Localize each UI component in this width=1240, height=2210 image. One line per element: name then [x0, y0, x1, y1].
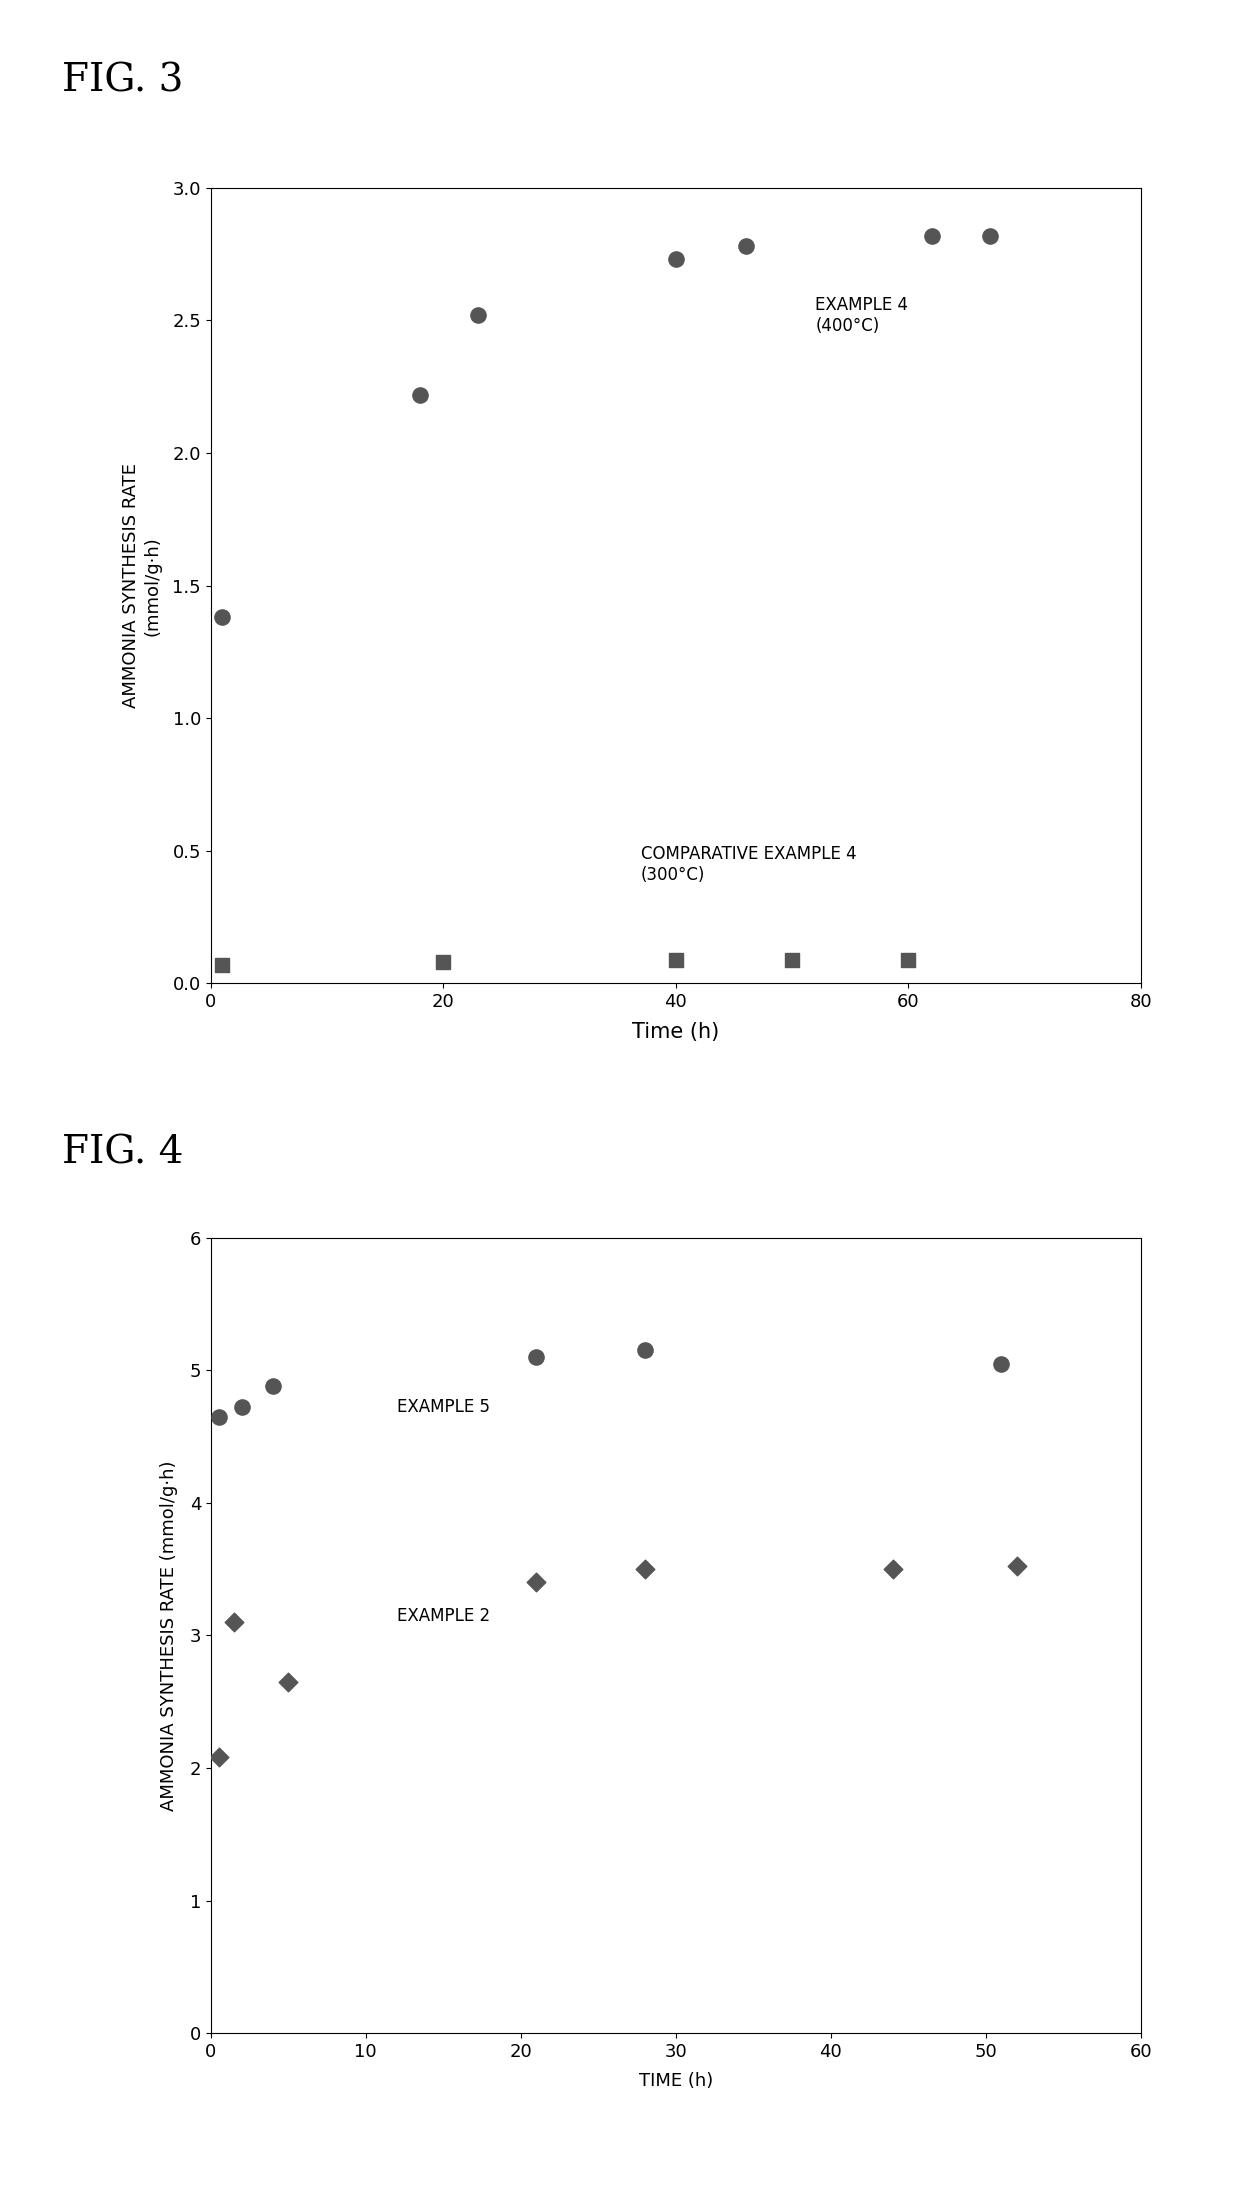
Point — [666, 941, 686, 977]
Point — [208, 1399, 228, 1434]
Point — [434, 944, 454, 979]
Point — [735, 228, 755, 263]
Text: EXAMPLE 2: EXAMPLE 2 — [397, 1607, 490, 1624]
Point — [921, 219, 941, 254]
Point — [224, 1604, 244, 1640]
Text: EXAMPLE 5: EXAMPLE 5 — [397, 1399, 490, 1417]
Text: FIG. 4: FIG. 4 — [62, 1134, 184, 1171]
Point — [208, 1739, 228, 1775]
Point — [635, 1551, 655, 1587]
Point — [635, 1333, 655, 1368]
Point — [526, 1565, 546, 1600]
Point — [212, 599, 232, 634]
Text: COMPARATIVE EXAMPLE 4
(300°C): COMPARATIVE EXAMPLE 4 (300°C) — [641, 844, 857, 884]
Point — [666, 241, 686, 276]
Point — [526, 1339, 546, 1375]
Point — [410, 378, 430, 413]
Y-axis label: AMMONIA SYNTHESIS RATE
(mmol/g·h): AMMONIA SYNTHESIS RATE (mmol/g·h) — [123, 464, 161, 707]
Y-axis label: AMMONIA SYNTHESIS RATE (mmol/g·h): AMMONIA SYNTHESIS RATE (mmol/g·h) — [160, 1461, 179, 1810]
Point — [1007, 1549, 1027, 1585]
Point — [469, 298, 489, 334]
Point — [898, 941, 918, 977]
Point — [212, 948, 232, 983]
Text: FIG. 3: FIG. 3 — [62, 62, 184, 99]
Point — [883, 1551, 903, 1587]
Point — [232, 1390, 252, 1425]
Point — [980, 219, 999, 254]
Point — [992, 1346, 1012, 1381]
Text: EXAMPLE 4
(400°C): EXAMPLE 4 (400°C) — [816, 296, 908, 334]
Point — [278, 1664, 299, 1699]
X-axis label: TIME (h): TIME (h) — [639, 2073, 713, 2091]
Point — [782, 941, 802, 977]
Point — [263, 1368, 283, 1403]
X-axis label: Time (h): Time (h) — [632, 1023, 719, 1043]
